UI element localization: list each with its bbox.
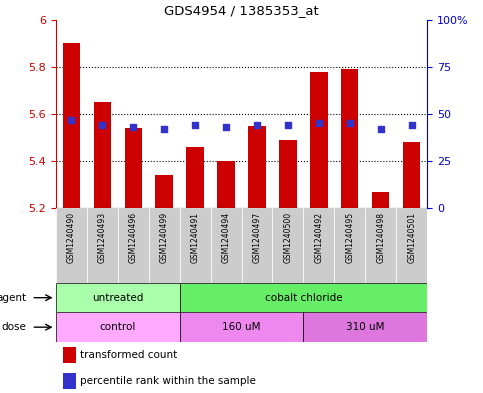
Text: cobalt chloride: cobalt chloride — [265, 293, 342, 303]
Text: GSM1240499: GSM1240499 — [159, 212, 169, 263]
Text: GSM1240498: GSM1240498 — [376, 212, 385, 263]
Point — [346, 120, 354, 127]
Text: percentile rank within the sample: percentile rank within the sample — [80, 376, 256, 386]
Bar — [280, 140, 297, 208]
Point — [67, 116, 75, 123]
Text: 160 uM: 160 uM — [222, 322, 261, 332]
Point — [315, 120, 323, 127]
Bar — [217, 161, 235, 208]
Bar — [272, 208, 303, 283]
Bar — [62, 43, 80, 208]
Text: GSM1240490: GSM1240490 — [67, 212, 75, 263]
Bar — [303, 312, 427, 342]
Bar — [180, 283, 427, 312]
Point — [284, 122, 292, 129]
Bar — [63, 347, 76, 364]
Text: GSM1240496: GSM1240496 — [128, 212, 138, 263]
Bar — [242, 208, 272, 283]
Bar — [303, 208, 334, 283]
Text: GSM1240497: GSM1240497 — [253, 212, 261, 263]
Bar — [180, 312, 303, 342]
Text: 310 uM: 310 uM — [346, 322, 385, 332]
Text: GSM1240492: GSM1240492 — [314, 212, 324, 263]
Point — [129, 124, 137, 130]
Point — [408, 122, 416, 129]
Bar — [156, 175, 172, 208]
Bar — [63, 373, 76, 389]
Bar — [403, 142, 421, 208]
Text: dose: dose — [1, 322, 27, 332]
Text: GSM1240495: GSM1240495 — [345, 212, 355, 263]
Bar — [56, 283, 180, 312]
Text: agent: agent — [0, 293, 27, 303]
Bar — [372, 192, 389, 208]
Bar — [94, 102, 111, 208]
Bar — [56, 208, 86, 283]
Text: control: control — [99, 322, 136, 332]
Bar — [180, 208, 211, 283]
Point — [191, 122, 199, 129]
Text: transformed count: transformed count — [80, 350, 177, 360]
Text: GSM1240501: GSM1240501 — [408, 212, 416, 263]
Bar — [117, 208, 149, 283]
Text: GSM1240500: GSM1240500 — [284, 212, 293, 263]
Point — [98, 122, 106, 129]
Text: GSM1240493: GSM1240493 — [98, 212, 107, 263]
Bar — [211, 208, 242, 283]
Title: GDS4954 / 1385353_at: GDS4954 / 1385353_at — [164, 4, 319, 17]
Bar — [311, 72, 327, 208]
Bar — [366, 208, 397, 283]
Point — [377, 126, 385, 132]
Bar — [56, 312, 180, 342]
Bar — [125, 128, 142, 208]
Text: untreated: untreated — [92, 293, 143, 303]
Bar — [86, 208, 117, 283]
Text: GSM1240491: GSM1240491 — [190, 212, 199, 263]
Bar — [149, 208, 180, 283]
Bar — [397, 208, 427, 283]
Point — [222, 124, 230, 130]
Bar — [186, 147, 203, 208]
Bar — [341, 69, 358, 208]
Bar — [334, 208, 366, 283]
Point — [160, 126, 168, 132]
Text: GSM1240494: GSM1240494 — [222, 212, 230, 263]
Point — [253, 122, 261, 129]
Bar — [248, 126, 266, 208]
